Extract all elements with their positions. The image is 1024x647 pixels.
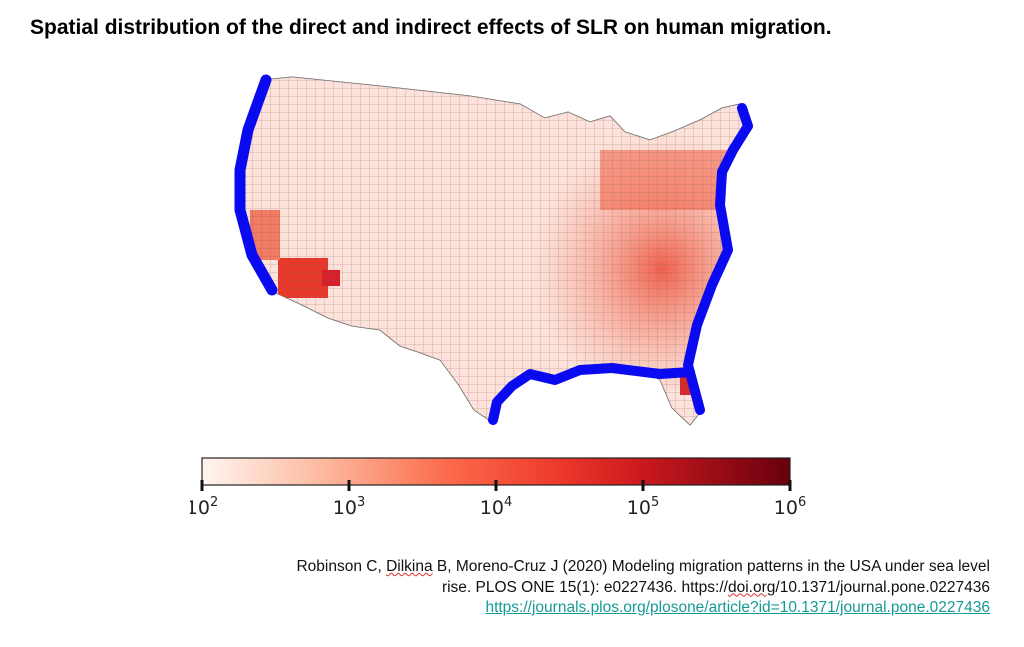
citation-author: Dilkina [386, 558, 433, 575]
colorbar-tick-label: 106 [774, 495, 806, 519]
citation: Robinson C, Dilkina B, Moreno-Cruz J (20… [296, 557, 990, 619]
citation-line-2: rise. PLOS ONE 15(1): e0227436. https://… [296, 578, 990, 599]
citation-text: /10.1371/journal.pone.0227436 [775, 578, 990, 596]
colorbar-tick-label: 105 [627, 495, 659, 519]
slide-title: Spatial distribution of the direct and i… [30, 16, 832, 39]
us-county-migration-map [234, 74, 753, 426]
colorbar-tick-label: 103 [333, 495, 365, 519]
colorbar-tick-label: 102 [190, 495, 218, 519]
colorbar: 102 103 104 105 106 [190, 457, 806, 519]
citation-doi-domain: doi.org [727, 578, 776, 596]
citation-text: Robinson C, [296, 558, 387, 575]
citation-line-1: Robinson C, Dilkina B, Moreno-Cruz J (20… [296, 557, 990, 578]
coastal-inundated-counties [234, 74, 753, 425]
citation-text: rise. PLOS ONE 15(1): e0227436. https:// [441, 578, 728, 596]
article-link[interactable]: https://journals.plos.org/plosone/articl… [485, 599, 990, 616]
colorbar-tick-label: 104 [480, 495, 512, 519]
citation-text: B, Moreno-Cruz J (2020) Modeling migrati… [432, 558, 990, 575]
